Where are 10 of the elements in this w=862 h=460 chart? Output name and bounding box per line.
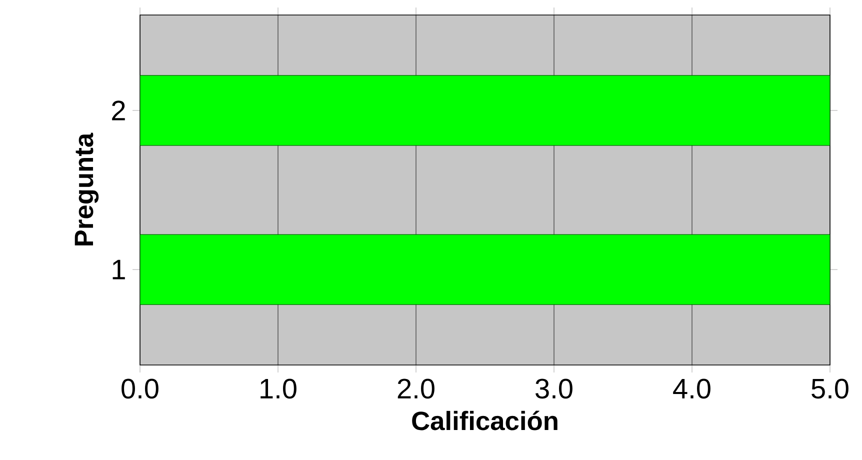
x-tick-label: 1.0	[260, 378, 296, 399]
x-tick-label: 3.0	[536, 378, 572, 399]
y-tick-label: 1	[112, 260, 125, 280]
x-tick-label: 4.0	[673, 378, 710, 399]
x-tick-label: 0.0	[122, 378, 158, 399]
y-axis-title: Pregunta	[74, 132, 99, 246]
y-tick-label: 2	[112, 100, 125, 120]
x-tick-label: 5.0	[812, 378, 848, 399]
x-tick-label: 2.0	[398, 378, 434, 399]
x-axis-title: Calificación	[412, 410, 558, 430]
